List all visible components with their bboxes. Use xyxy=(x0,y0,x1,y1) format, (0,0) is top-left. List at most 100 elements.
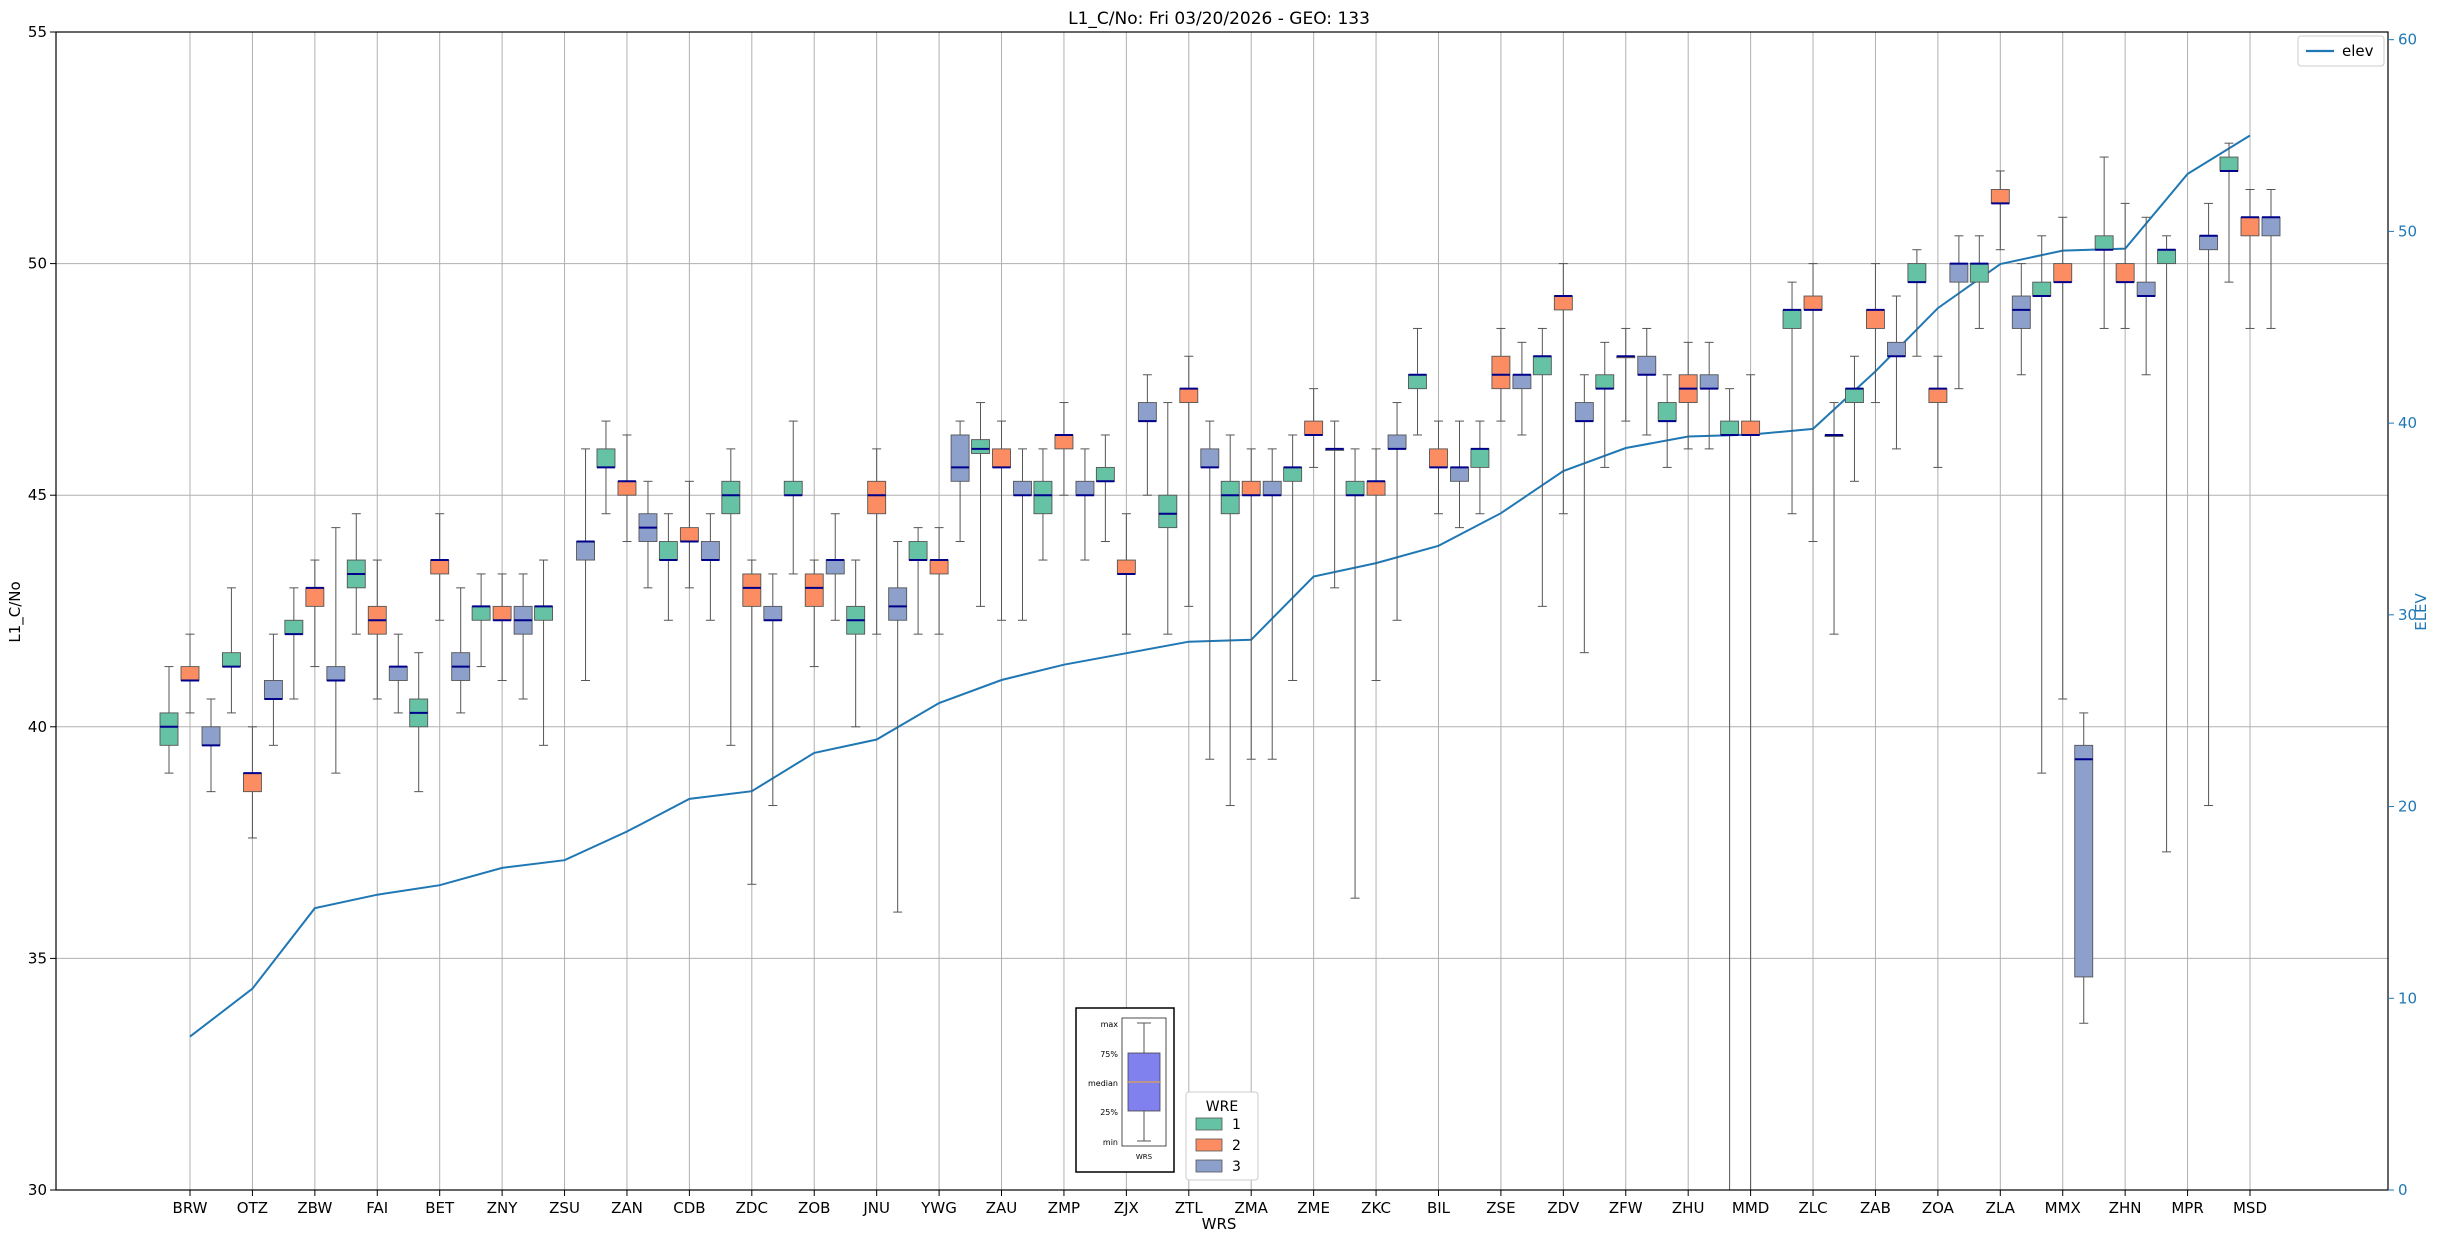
box-body xyxy=(221,652,241,668)
box-body xyxy=(1095,466,1115,482)
y2-tick-label: 50 xyxy=(2398,222,2417,240)
box-zjx-wre2 xyxy=(1116,513,1136,635)
box-zny-wre2 xyxy=(492,573,512,681)
box-zau-wre2 xyxy=(992,420,1011,621)
box-body xyxy=(2157,249,2177,265)
box-body xyxy=(1304,420,1324,436)
inset-label-q3: 75% xyxy=(1100,1050,1118,1059)
box-zhn-wre1 xyxy=(2094,156,2114,329)
box-body xyxy=(2053,263,2073,283)
box-body xyxy=(1054,434,1074,450)
box-body xyxy=(534,605,553,621)
box-zab-wre2 xyxy=(1866,263,1885,404)
box-body xyxy=(971,439,990,454)
wre-legend-swatch-2 xyxy=(1195,1138,1223,1152)
x-tick-label: ZSU xyxy=(549,1199,580,1217)
box-zdv-wre2 xyxy=(1553,263,1573,515)
x-tick-label: ZAU xyxy=(986,1199,1018,1217)
y2-tick-label: 60 xyxy=(2398,31,2417,49)
box-zfw-wre1 xyxy=(1595,341,1615,468)
box-otz-wre3 xyxy=(263,633,283,746)
box-zoa-wre3 xyxy=(1949,235,1969,390)
x-tick-label: JNU xyxy=(862,1199,890,1217)
box-body xyxy=(804,573,824,607)
box-zoa-wre2 xyxy=(1928,355,1948,468)
box-zny-wre3 xyxy=(513,573,533,700)
box-ztl-wre3 xyxy=(1200,420,1220,760)
box-mmx-wre3 xyxy=(2074,712,2094,1024)
x-tick-label: MMD xyxy=(1732,1199,1769,1217)
box-body xyxy=(1595,374,1615,390)
box-zme-wre3 xyxy=(1325,420,1345,589)
box-zdv-wre3 xyxy=(1574,374,1594,654)
box-body xyxy=(2240,216,2260,237)
box-body xyxy=(2199,235,2219,251)
box-body xyxy=(1241,480,1261,496)
y-tick-label: 35 xyxy=(28,949,47,967)
x-tick-label: ZJX xyxy=(1114,1199,1139,1217)
box-zla-wre1 xyxy=(1969,235,1989,329)
box-body xyxy=(1262,480,1282,496)
box-zmp-wre2 xyxy=(1054,402,1074,496)
box-body xyxy=(1179,388,1199,404)
box-body xyxy=(1553,295,1573,311)
box-zla-wre2 xyxy=(1990,170,2010,251)
box-bet-wre3 xyxy=(451,587,471,714)
box-body xyxy=(1429,448,1448,468)
box-zbw-wre2 xyxy=(305,559,325,668)
wre-legend-label-1: 1 xyxy=(1232,1117,1241,1133)
box-zoa-wre1 xyxy=(1907,249,1927,357)
box-ywg-wre1 xyxy=(908,527,928,635)
x-axis-label: WRS xyxy=(1202,1215,1237,1233)
box-body xyxy=(617,480,637,496)
box-zme-wre1 xyxy=(1283,434,1303,681)
box-zkc-wre1 xyxy=(1345,448,1365,899)
y2-tick-label: 30 xyxy=(2398,606,2417,624)
y2-axis-label: ELEV xyxy=(2412,592,2430,630)
x-tick-label: ZLA xyxy=(1986,1199,2016,1217)
elev-legend: elev xyxy=(2297,35,2385,67)
box-bet-wre1 xyxy=(409,652,429,793)
box-mmd-wre1 xyxy=(1720,388,1740,1191)
box-body xyxy=(1969,263,1989,283)
box-zma-wre1 xyxy=(1220,434,1240,807)
box-zob-wre2 xyxy=(804,559,824,668)
box-mmd-wre2 xyxy=(1741,374,1761,1191)
box-body xyxy=(1220,480,1240,515)
x-tick-label: ZOA xyxy=(1922,1199,1955,1217)
box-jnu-wre3 xyxy=(888,541,908,913)
gridlines xyxy=(56,31,2388,1191)
box-ztl-wre2 xyxy=(1179,355,1199,607)
box-ywg-wre2 xyxy=(929,527,949,635)
box-body xyxy=(2261,216,2281,237)
y-axis-left: 30 35 40 45 50 55 xyxy=(28,23,56,1199)
box-zhn-wre3 xyxy=(2136,216,2156,376)
box-zla-wre3 xyxy=(2011,263,2031,376)
box-body xyxy=(1366,480,1386,496)
box-body xyxy=(929,559,949,575)
box-zhu-wre2 xyxy=(1678,341,1698,450)
box-mpr-wre1 xyxy=(2157,235,2177,853)
box-ywg-wre3 xyxy=(950,420,970,543)
box-body xyxy=(305,587,325,607)
box-body xyxy=(1345,480,1365,496)
box-zdc-wre3 xyxy=(763,573,783,807)
box-body xyxy=(1574,402,1594,422)
box-zdc-wre1 xyxy=(721,448,741,746)
box-zan-wre2 xyxy=(617,434,637,543)
box-zjx-wre3 xyxy=(1137,374,1157,496)
box-zdc-wre2 xyxy=(742,559,762,885)
box-zob-wre1 xyxy=(783,420,803,575)
box-body xyxy=(1408,374,1427,390)
box-brw-wre1 xyxy=(159,666,179,774)
x-tick-label: BET xyxy=(425,1199,455,1217)
inset-label-q1: 25% xyxy=(1100,1108,1118,1117)
box-zhu-wre3 xyxy=(1699,341,1719,450)
box-body xyxy=(263,680,283,700)
x-tick-label: ZOB xyxy=(798,1199,830,1217)
box-body xyxy=(1803,295,1823,311)
box-body xyxy=(2094,235,2114,251)
box-body xyxy=(1116,559,1136,575)
box-zkc-wre2 xyxy=(1366,448,1386,681)
plot-frame xyxy=(55,31,2389,1191)
